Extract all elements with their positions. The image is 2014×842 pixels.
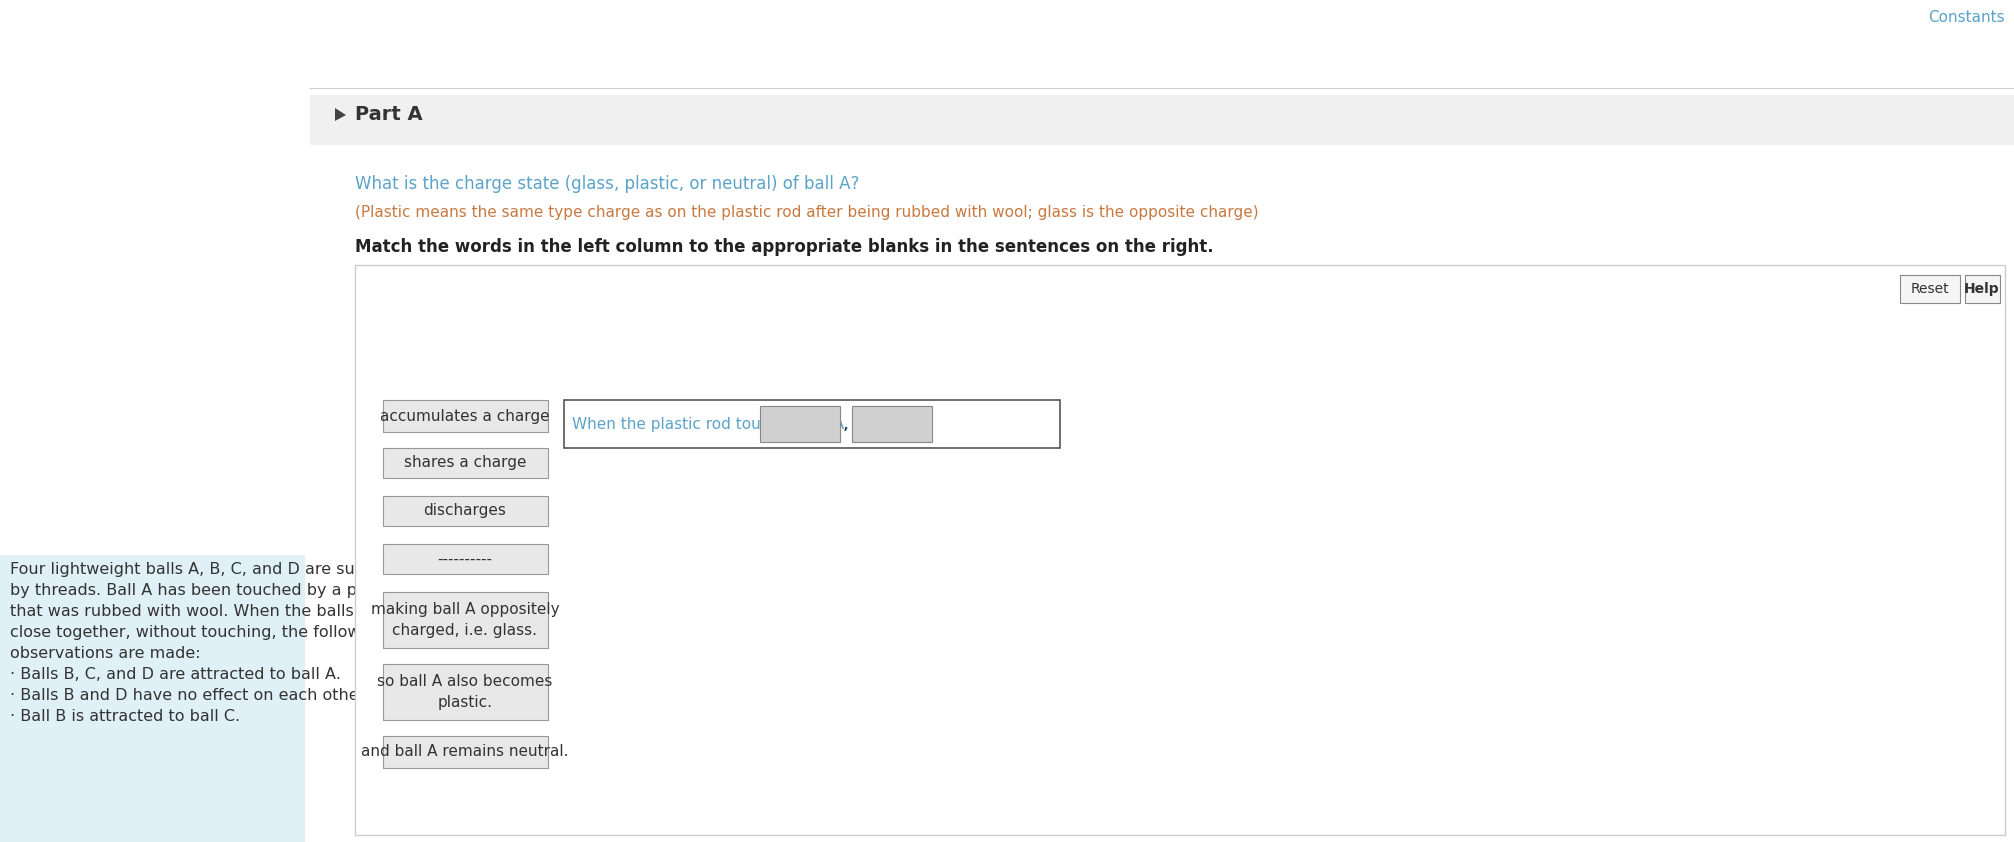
Text: Help: Help xyxy=(1964,282,1998,296)
FancyBboxPatch shape xyxy=(383,736,548,768)
FancyBboxPatch shape xyxy=(383,592,548,648)
FancyBboxPatch shape xyxy=(383,664,548,720)
Text: and ball A remains neutral.: and ball A remains neutral. xyxy=(361,744,568,759)
Text: What is the charge state (glass, plastic, or neutral) of ball A?: What is the charge state (glass, plastic… xyxy=(354,175,858,193)
FancyBboxPatch shape xyxy=(310,95,2014,145)
FancyBboxPatch shape xyxy=(0,555,304,842)
FancyBboxPatch shape xyxy=(354,265,2004,835)
Text: accumulates a charge: accumulates a charge xyxy=(381,408,550,424)
Text: discharges: discharges xyxy=(423,504,506,519)
Polygon shape xyxy=(334,108,346,121)
Text: Match the words in the left column to the appropriate blanks in the sentences on: Match the words in the left column to th… xyxy=(354,238,1212,256)
FancyBboxPatch shape xyxy=(383,496,548,526)
Text: so ball A also becomes
plastic.: so ball A also becomes plastic. xyxy=(377,674,552,710)
Text: Part A: Part A xyxy=(354,105,423,125)
Text: Reset: Reset xyxy=(1909,282,1948,296)
FancyBboxPatch shape xyxy=(383,448,548,478)
FancyBboxPatch shape xyxy=(564,400,1059,448)
Text: Four lightweight balls A, B, C, and D are suspended
by threads. Ball A has been : Four lightweight balls A, B, C, and D ar… xyxy=(10,562,453,724)
FancyBboxPatch shape xyxy=(852,406,932,442)
FancyBboxPatch shape xyxy=(383,400,548,432)
FancyBboxPatch shape xyxy=(383,544,548,574)
Text: ----------: ---------- xyxy=(437,552,491,567)
Text: When the plastic rod touches ball A, it: When the plastic rod touches ball A, it xyxy=(572,417,864,431)
Text: Constants: Constants xyxy=(1927,10,2004,25)
Text: shares a charge: shares a charge xyxy=(403,456,526,471)
FancyBboxPatch shape xyxy=(1964,275,2000,303)
Text: making ball A oppositely
charged, i.e. glass.: making ball A oppositely charged, i.e. g… xyxy=(371,602,560,638)
Text: (Plastic means the same type charge as on the plastic rod after being rubbed wit: (Plastic means the same type charge as o… xyxy=(354,205,1259,220)
FancyBboxPatch shape xyxy=(759,406,840,442)
Text: ,: , xyxy=(842,415,848,433)
FancyBboxPatch shape xyxy=(1899,275,1960,303)
